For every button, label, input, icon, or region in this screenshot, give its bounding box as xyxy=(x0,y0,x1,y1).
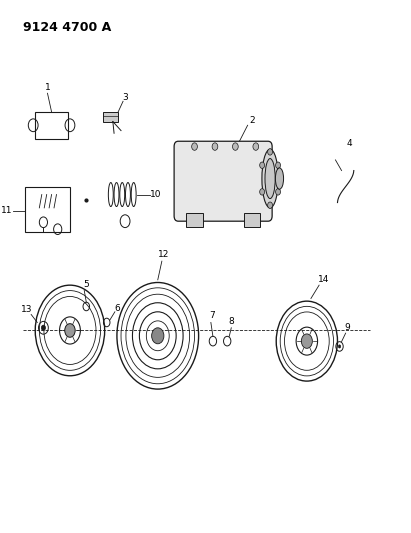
Circle shape xyxy=(338,345,341,348)
Circle shape xyxy=(301,334,312,349)
Bar xyxy=(186,213,203,227)
Ellipse shape xyxy=(262,149,278,208)
Text: 12: 12 xyxy=(158,251,170,259)
Text: 8: 8 xyxy=(229,317,234,326)
Circle shape xyxy=(65,324,75,337)
Text: 6: 6 xyxy=(114,304,120,312)
Bar xyxy=(244,213,260,227)
Ellipse shape xyxy=(275,168,284,189)
Circle shape xyxy=(260,189,265,195)
Circle shape xyxy=(152,328,164,344)
Text: 9124 4700 A: 9124 4700 A xyxy=(23,21,111,34)
Text: 13: 13 xyxy=(21,305,33,313)
Text: 10: 10 xyxy=(150,190,162,199)
Circle shape xyxy=(192,143,197,150)
Bar xyxy=(25,187,70,232)
Text: 5: 5 xyxy=(83,280,89,288)
Text: 3: 3 xyxy=(122,93,128,101)
Text: 2: 2 xyxy=(249,117,254,125)
Text: 11: 11 xyxy=(1,206,12,215)
Text: 14: 14 xyxy=(318,276,329,284)
Text: 9: 9 xyxy=(344,324,350,332)
Circle shape xyxy=(212,143,218,150)
Bar xyxy=(35,112,68,139)
Text: 1: 1 xyxy=(45,84,51,92)
Text: 4: 4 xyxy=(347,140,353,148)
Circle shape xyxy=(276,162,280,168)
Circle shape xyxy=(260,162,265,168)
Circle shape xyxy=(253,143,259,150)
Text: 7: 7 xyxy=(209,311,215,320)
Circle shape xyxy=(268,202,272,208)
Circle shape xyxy=(268,149,272,155)
Ellipse shape xyxy=(265,159,275,199)
Circle shape xyxy=(233,143,238,150)
Bar xyxy=(104,112,118,122)
Circle shape xyxy=(42,325,46,330)
Circle shape xyxy=(276,189,280,195)
FancyBboxPatch shape xyxy=(174,141,272,221)
